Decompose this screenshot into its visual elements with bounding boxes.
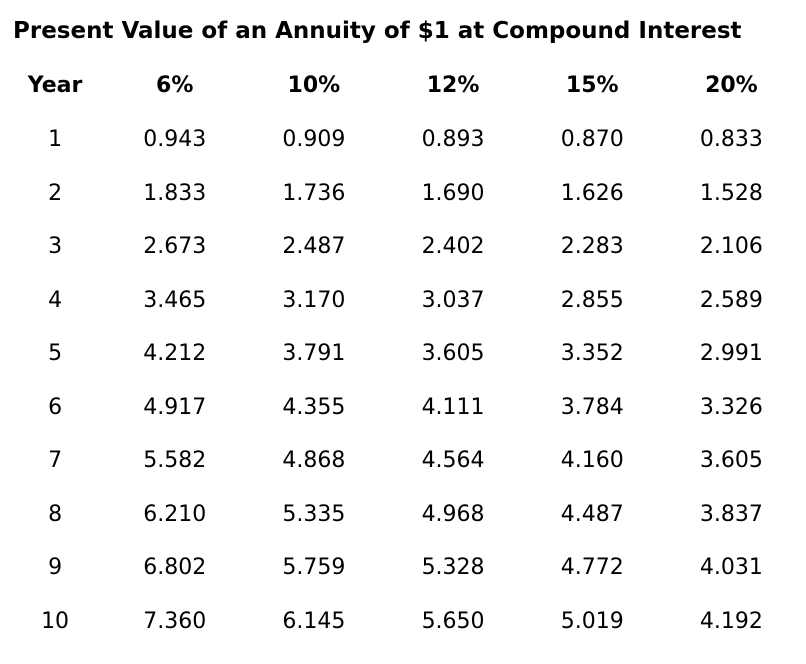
value-cell: 3.784 xyxy=(560,394,624,420)
table-body: 1 0.943 0.909 0.893 0.870 0.833 2 1.833 1.736 1.6… xyxy=(5,113,801,648)
value-cell: 2.673 xyxy=(143,234,207,260)
value-cell: 2.283 xyxy=(560,234,624,260)
value-cell: 4.487 xyxy=(560,501,624,527)
value-cell: 5.019 xyxy=(560,608,624,634)
value-cell: 4.868 xyxy=(282,448,346,474)
value-cell: 4.031 xyxy=(699,555,763,581)
table-row: 4 3.465 3.170 3.037 2.855 2.589 xyxy=(5,274,801,328)
value-cell: 3.605 xyxy=(421,341,485,367)
value-cell: 4.968 xyxy=(421,501,485,527)
value-cell: 2.487 xyxy=(282,234,346,260)
value-cell: 5.328 xyxy=(421,555,485,581)
value-cell: 4.192 xyxy=(699,608,763,634)
annuity-present-value-table: Year 6% 10% 12% 15% 20% 1 0.943 0.909 0.893 0.870… xyxy=(5,57,801,648)
value-cell: 0.833 xyxy=(699,127,763,153)
year-cell: 3 xyxy=(48,234,63,260)
value-cell: 6.802 xyxy=(143,555,207,581)
value-cell: 2.589 xyxy=(699,287,763,313)
year-cell: 9 xyxy=(48,555,63,581)
column-header-rate: 10% xyxy=(287,72,341,98)
value-cell: 2.991 xyxy=(699,341,763,367)
value-cell: 2.855 xyxy=(560,287,624,313)
value-cell: 0.943 xyxy=(143,127,207,153)
value-cell: 3.791 xyxy=(282,341,346,367)
column-header-rate: 15% xyxy=(565,72,619,98)
table-row: 6 4.917 4.355 4.111 3.784 3.326 xyxy=(5,381,801,435)
value-cell: 3.837 xyxy=(699,501,763,527)
year-cell: 2 xyxy=(48,180,63,206)
value-cell: 5.650 xyxy=(421,608,485,634)
value-cell: 6.145 xyxy=(282,608,346,634)
value-cell: 3.326 xyxy=(699,394,763,420)
value-cell: 4.564 xyxy=(421,448,485,474)
column-header-rate: 12% xyxy=(426,72,480,98)
value-cell: 4.772 xyxy=(560,555,624,581)
table-row: 7 5.582 4.868 4.564 4.160 3.605 xyxy=(5,434,801,488)
table-row: 9 6.802 5.759 5.328 4.772 4.031 xyxy=(5,541,801,595)
value-cell: 2.106 xyxy=(699,234,763,260)
value-cell: 3.352 xyxy=(560,341,624,367)
year-cell: 4 xyxy=(48,287,63,313)
page-title: Present Value of an Annuity of $1 at Com… xyxy=(13,18,742,44)
year-cell: 5 xyxy=(48,341,63,367)
column-header-year: Year xyxy=(27,72,83,98)
table-row: 5 4.212 3.791 3.605 3.352 2.991 xyxy=(5,327,801,381)
value-cell: 3.465 xyxy=(143,287,207,313)
table-row: 1 0.943 0.909 0.893 0.870 0.833 xyxy=(5,113,801,167)
value-cell: 7.360 xyxy=(143,608,207,634)
value-cell: 4.355 xyxy=(282,394,346,420)
value-cell: 1.626 xyxy=(560,180,624,206)
column-header-rate: 6% xyxy=(156,72,194,98)
year-cell: 1 xyxy=(48,127,63,153)
year-cell: 8 xyxy=(48,501,63,527)
value-cell: 0.909 xyxy=(282,127,346,153)
value-cell: 5.759 xyxy=(282,555,346,581)
value-cell: 5.335 xyxy=(282,501,346,527)
table-row: 8 6.210 5.335 4.968 4.487 3.837 xyxy=(5,488,801,542)
value-cell: 3.605 xyxy=(699,448,763,474)
value-cell: 1.833 xyxy=(143,180,207,206)
value-cell: 1.736 xyxy=(282,180,346,206)
value-cell: 0.893 xyxy=(421,127,485,153)
table-row: 10 7.360 6.145 5.650 5.019 4.192 xyxy=(5,595,801,649)
value-cell: 4.111 xyxy=(421,394,485,420)
value-cell: 6.210 xyxy=(143,501,207,527)
year-cell: 6 xyxy=(48,394,63,420)
value-cell: 4.212 xyxy=(143,341,207,367)
value-cell: 1.528 xyxy=(699,180,763,206)
table-row: 3 2.673 2.487 2.402 2.283 2.106 xyxy=(5,220,801,274)
value-cell: 5.582 xyxy=(143,448,207,474)
year-cell: 10 xyxy=(41,608,70,634)
value-cell: 1.690 xyxy=(421,180,485,206)
value-cell: 4.160 xyxy=(560,448,624,474)
table-header: Year 6% 10% 12% 15% 20% xyxy=(5,57,801,113)
value-cell: 2.402 xyxy=(421,234,485,260)
column-header-rate: 20% xyxy=(705,72,758,98)
value-cell: 3.037 xyxy=(421,287,485,313)
year-cell: 7 xyxy=(48,448,63,474)
table-row: 2 1.833 1.736 1.690 1.626 1.528 xyxy=(5,167,801,221)
value-cell: 0.870 xyxy=(560,127,624,153)
value-cell: 3.170 xyxy=(282,287,346,313)
value-cell: 4.917 xyxy=(143,394,207,420)
header-row: Year 6% 10% 12% 15% 20% xyxy=(5,57,801,113)
